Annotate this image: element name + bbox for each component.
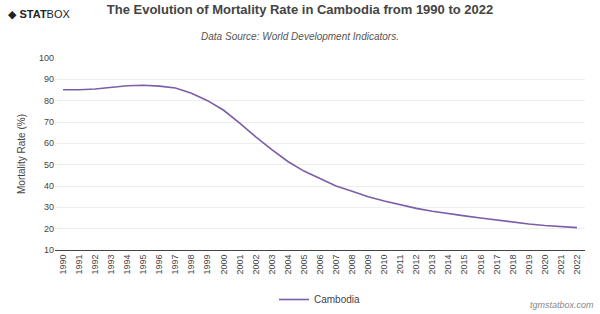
svg-text:2002: 2002 <box>251 255 261 275</box>
svg-text:1990: 1990 <box>58 255 68 275</box>
svg-text:2011: 2011 <box>395 255 405 274</box>
svg-text:1991: 1991 <box>74 255 84 275</box>
svg-text:1994: 1994 <box>122 255 132 275</box>
svg-text:2009: 2009 <box>363 255 373 275</box>
svg-text:The Evolution of Mortality Rat: The Evolution of Mortality Rate in Cambo… <box>107 2 493 17</box>
svg-text:2012: 2012 <box>411 255 421 275</box>
svg-text:◆ STATBOX: ◆ STATBOX <box>8 8 71 20</box>
svg-text:2010: 2010 <box>379 255 389 275</box>
svg-text:2000: 2000 <box>219 255 229 275</box>
svg-text:2019: 2019 <box>524 255 534 275</box>
svg-text:2001: 2001 <box>235 255 245 275</box>
svg-text:2007: 2007 <box>331 255 341 275</box>
svg-text:1999: 1999 <box>203 255 213 275</box>
svg-text:2017: 2017 <box>492 255 502 275</box>
svg-text:Data Source: World Development: Data Source: World Development Indicator… <box>201 31 399 42</box>
svg-text:1992: 1992 <box>90 255 100 275</box>
svg-text:20: 20 <box>44 224 54 234</box>
svg-text:70: 70 <box>44 117 54 127</box>
svg-text:2022: 2022 <box>572 255 582 275</box>
svg-text:2004: 2004 <box>283 255 293 275</box>
svg-text:90: 90 <box>44 74 54 84</box>
svg-text:2015: 2015 <box>459 255 469 275</box>
svg-text:Cambodia: Cambodia <box>314 294 360 305</box>
svg-text:2008: 2008 <box>347 255 357 275</box>
svg-text:30: 30 <box>44 202 54 212</box>
svg-text:2014: 2014 <box>443 255 453 275</box>
svg-text:2018: 2018 <box>508 255 518 275</box>
svg-text:1995: 1995 <box>138 255 148 275</box>
svg-text:2020: 2020 <box>540 255 550 275</box>
svg-text:1998: 1998 <box>186 255 196 275</box>
svg-text:2005: 2005 <box>299 255 309 275</box>
svg-text:1997: 1997 <box>170 255 180 275</box>
svg-text:50: 50 <box>44 160 54 170</box>
svg-text:40: 40 <box>44 181 54 191</box>
svg-text:2013: 2013 <box>427 255 437 275</box>
svg-text:Mortality Rate (%): Mortality Rate (%) <box>16 114 27 194</box>
svg-text:80: 80 <box>44 96 54 106</box>
svg-text:tgmstatbox.com: tgmstatbox.com <box>530 300 594 310</box>
svg-text:100: 100 <box>39 53 54 63</box>
svg-text:60: 60 <box>44 138 54 148</box>
svg-text:2021: 2021 <box>556 255 566 275</box>
svg-text:10: 10 <box>44 245 54 255</box>
svg-text:2003: 2003 <box>267 255 277 275</box>
svg-text:1993: 1993 <box>106 255 116 275</box>
svg-text:2006: 2006 <box>315 255 325 275</box>
svg-text:2016: 2016 <box>476 255 486 275</box>
svg-text:1996: 1996 <box>154 255 164 275</box>
